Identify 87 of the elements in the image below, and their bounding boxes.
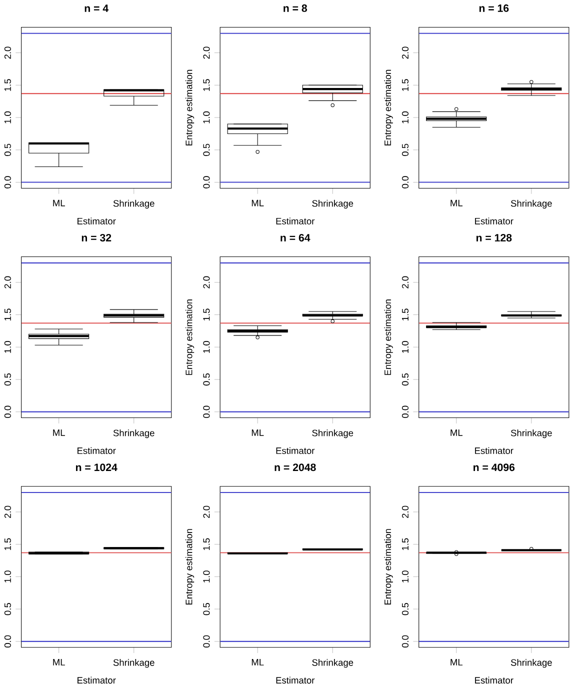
y-tick-label: 1.5 xyxy=(4,308,12,320)
y-tick-label: 0.0 xyxy=(402,635,409,648)
y-tick-label: 0.0 xyxy=(4,406,12,418)
y-tick-label: 0.5 xyxy=(203,603,210,616)
x-tick-label: Shrinkage xyxy=(510,429,552,438)
y-axis-title: Entropy estimation xyxy=(185,70,194,146)
y-tick-label: 1.0 xyxy=(203,111,210,124)
x-tick-label: ML xyxy=(252,200,264,206)
x-axis-title: Estimator xyxy=(78,218,116,224)
y-axis-title: Entropy estimation xyxy=(384,300,393,375)
x-axis-title: Estimator xyxy=(475,447,514,454)
y-tick-label: 0.0 xyxy=(402,406,409,418)
x-tick-label: ML xyxy=(53,429,66,436)
x-axis-title: Estimator xyxy=(78,447,116,454)
chart-title: n = 32 xyxy=(82,234,112,242)
chart-title: n = 8 xyxy=(284,4,308,12)
y-tick-label: 0.0 xyxy=(4,635,12,648)
y-axis-title: Entropy estimation xyxy=(185,300,194,375)
x-axis-title: Estimator xyxy=(78,676,116,684)
y-tick-label: 1.0 xyxy=(402,570,409,582)
x-tick-label: Shrinkage xyxy=(113,429,154,438)
x-axis-title: Estimator xyxy=(276,447,315,454)
y-tick-label: 1.5 xyxy=(402,308,409,320)
y-tick-label: 0.5 xyxy=(402,144,409,156)
y-axis-title: Entropy estimation xyxy=(384,70,393,146)
y-tick-label: 0.5 xyxy=(203,373,210,386)
y-tick-label: 0.5 xyxy=(402,373,409,386)
x-tick-label: Shrinkage xyxy=(113,659,154,668)
y-tick-label: 1.0 xyxy=(402,341,409,353)
chart-title: n = 1024 xyxy=(76,464,118,472)
x-tick-label: ML xyxy=(53,200,66,206)
y-tick-label: 1.5 xyxy=(402,79,409,91)
x-axis-title: Estimator xyxy=(276,218,315,224)
y-tick-label: 1.5 xyxy=(4,538,12,550)
y-tick-label: 2.0 xyxy=(4,276,12,288)
y-axis-title: Entropy estimation xyxy=(384,529,393,605)
y-tick-label: 0.5 xyxy=(4,144,12,156)
chart-title: n = 64 xyxy=(280,234,310,242)
y-tick-label: 2.0 xyxy=(402,506,409,518)
y-tick-label: 0.5 xyxy=(402,603,409,616)
x-tick-label: ML xyxy=(450,429,463,436)
y-tick-label: 2.0 xyxy=(203,276,210,288)
y-tick-label: 1.0 xyxy=(402,111,409,124)
y-tick-label: 2.0 xyxy=(4,46,12,59)
y-tick-label: 1.5 xyxy=(203,308,210,320)
x-tick-label: Shrinkage xyxy=(510,200,552,209)
x-axis-title: Estimator xyxy=(475,218,514,224)
chart-title: n = 4096 xyxy=(474,464,515,472)
y-tick-label: 0.0 xyxy=(203,635,210,648)
y-tick-label: 0.0 xyxy=(203,406,210,418)
y-tick-label: 2.0 xyxy=(203,506,210,518)
y-tick-label: 1.0 xyxy=(4,111,12,124)
y-tick-label: 1.0 xyxy=(203,570,210,582)
chart-title: n = 4 xyxy=(84,4,109,12)
chart-title: n = 128 xyxy=(476,234,512,242)
x-axis-title: Estimator xyxy=(276,676,315,684)
y-tick-label: 0.0 xyxy=(402,176,409,188)
y-tick-label: 0.0 xyxy=(203,176,210,188)
x-tick-label: Shrinkage xyxy=(113,200,154,209)
x-tick-label: Shrinkage xyxy=(312,429,354,438)
x-tick-label: ML xyxy=(450,200,463,206)
x-tick-label: Shrinkage xyxy=(510,659,552,668)
y-tick-label: 1.0 xyxy=(4,341,12,353)
y-tick-label: 2.0 xyxy=(203,46,210,59)
y-tick-label: 1.5 xyxy=(4,79,12,91)
y-tick-label: 2.0 xyxy=(4,506,12,518)
y-tick-label: 1.0 xyxy=(4,570,12,582)
x-tick-label: ML xyxy=(252,659,264,666)
x-tick-label: ML xyxy=(450,659,463,666)
x-tick-label: Shrinkage xyxy=(312,659,354,668)
y-tick-label: 1.5 xyxy=(203,538,210,550)
x-tick-label: Shrinkage xyxy=(312,200,354,209)
chart-title: n = 16 xyxy=(479,4,509,12)
x-axis-title: Estimator xyxy=(475,676,514,684)
y-tick-label: 0.0 xyxy=(4,176,12,188)
y-tick-label: 0.5 xyxy=(4,603,12,616)
y-tick-label: 1.5 xyxy=(203,79,210,91)
chart-title: n = 2048 xyxy=(274,464,316,472)
x-tick-label: ML xyxy=(53,659,66,666)
y-tick-label: 0.5 xyxy=(203,144,210,156)
x-tick-label: ML xyxy=(252,429,264,436)
y-tick-label: 2.0 xyxy=(402,276,409,288)
y-tick-label: 0.5 xyxy=(4,373,12,386)
y-tick-label: 2.0 xyxy=(402,46,409,59)
y-tick-label: 1.0 xyxy=(203,341,210,353)
y-axis-title: Entropy estimation xyxy=(185,529,194,605)
y-tick-label: 1.5 xyxy=(402,538,409,550)
